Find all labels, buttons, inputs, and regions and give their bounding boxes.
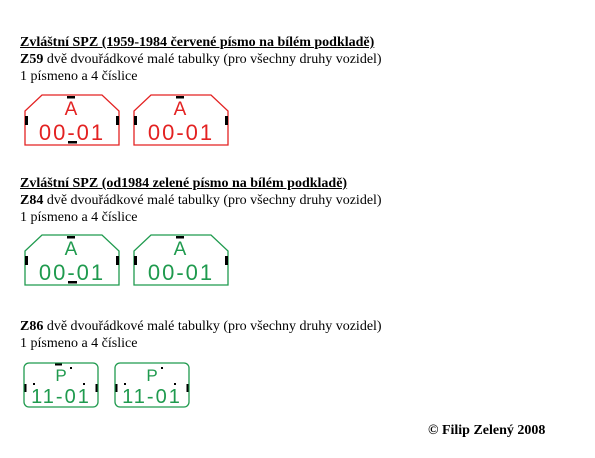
plate-letter: A bbox=[174, 99, 187, 120]
plate-letter: P bbox=[55, 366, 66, 385]
section1-title: Zvláštní SPZ (1959-1984 červené písmo na… bbox=[20, 35, 375, 50]
plate-letter: P bbox=[146, 366, 157, 385]
plate-number: 00-01 bbox=[148, 260, 214, 285]
section1-line: Z59 dvě dvouřádkové malé tabulky (pro vš… bbox=[20, 51, 382, 68]
section3-line: Z86 dvě dvouřádkové malé tabulky (pro vš… bbox=[20, 318, 382, 335]
plate-letter: A bbox=[65, 99, 78, 120]
section2-line: Z84 dvě dvouřádkové malé tabulky (pro vš… bbox=[20, 192, 382, 209]
plate-letter: A bbox=[174, 239, 187, 260]
plate-z84-2: A 00-01 bbox=[133, 234, 229, 286]
section2-description: dvě dvouřádkové malé tabulky (pro všechn… bbox=[43, 193, 382, 208]
section3-code: Z86 bbox=[20, 319, 44, 334]
copyright: © Filip Zelený 2008 bbox=[428, 423, 546, 438]
plate-z59-1: A 00-01 bbox=[24, 94, 120, 146]
plate-number: 11-01 bbox=[122, 386, 182, 408]
plate-z84-1: A 00-01 bbox=[24, 234, 120, 286]
section1-format: 1 písmeno a 4 číslice bbox=[20, 69, 138, 84]
section3-description: dvě dvouřádkové malé tabulky (pro všechn… bbox=[43, 319, 382, 334]
plate-letter: A bbox=[65, 239, 78, 260]
section2-title: Zvláštní SPZ (od1984 zelené písmo na bíl… bbox=[20, 176, 348, 191]
section1-description: dvě dvouřádkové malé tabulky (pro všechn… bbox=[43, 52, 382, 67]
section2-format: 1 písmeno a 4 číslice bbox=[20, 210, 138, 225]
plate-number: 11-01 bbox=[31, 386, 91, 408]
plate-number: 00-01 bbox=[39, 120, 105, 145]
section3-format: 1 písmeno a 4 číslice bbox=[20, 336, 138, 351]
plate-z59-2: A 00-01 bbox=[133, 94, 229, 146]
section2-code: Z84 bbox=[20, 193, 44, 208]
plate-z86-2: P 11-01 bbox=[114, 362, 190, 408]
section1-code: Z59 bbox=[20, 52, 44, 67]
plate-number: 00-01 bbox=[39, 260, 105, 285]
plate-z86-1: P 11-01 bbox=[23, 362, 99, 408]
plate-number: 00-01 bbox=[148, 120, 214, 145]
